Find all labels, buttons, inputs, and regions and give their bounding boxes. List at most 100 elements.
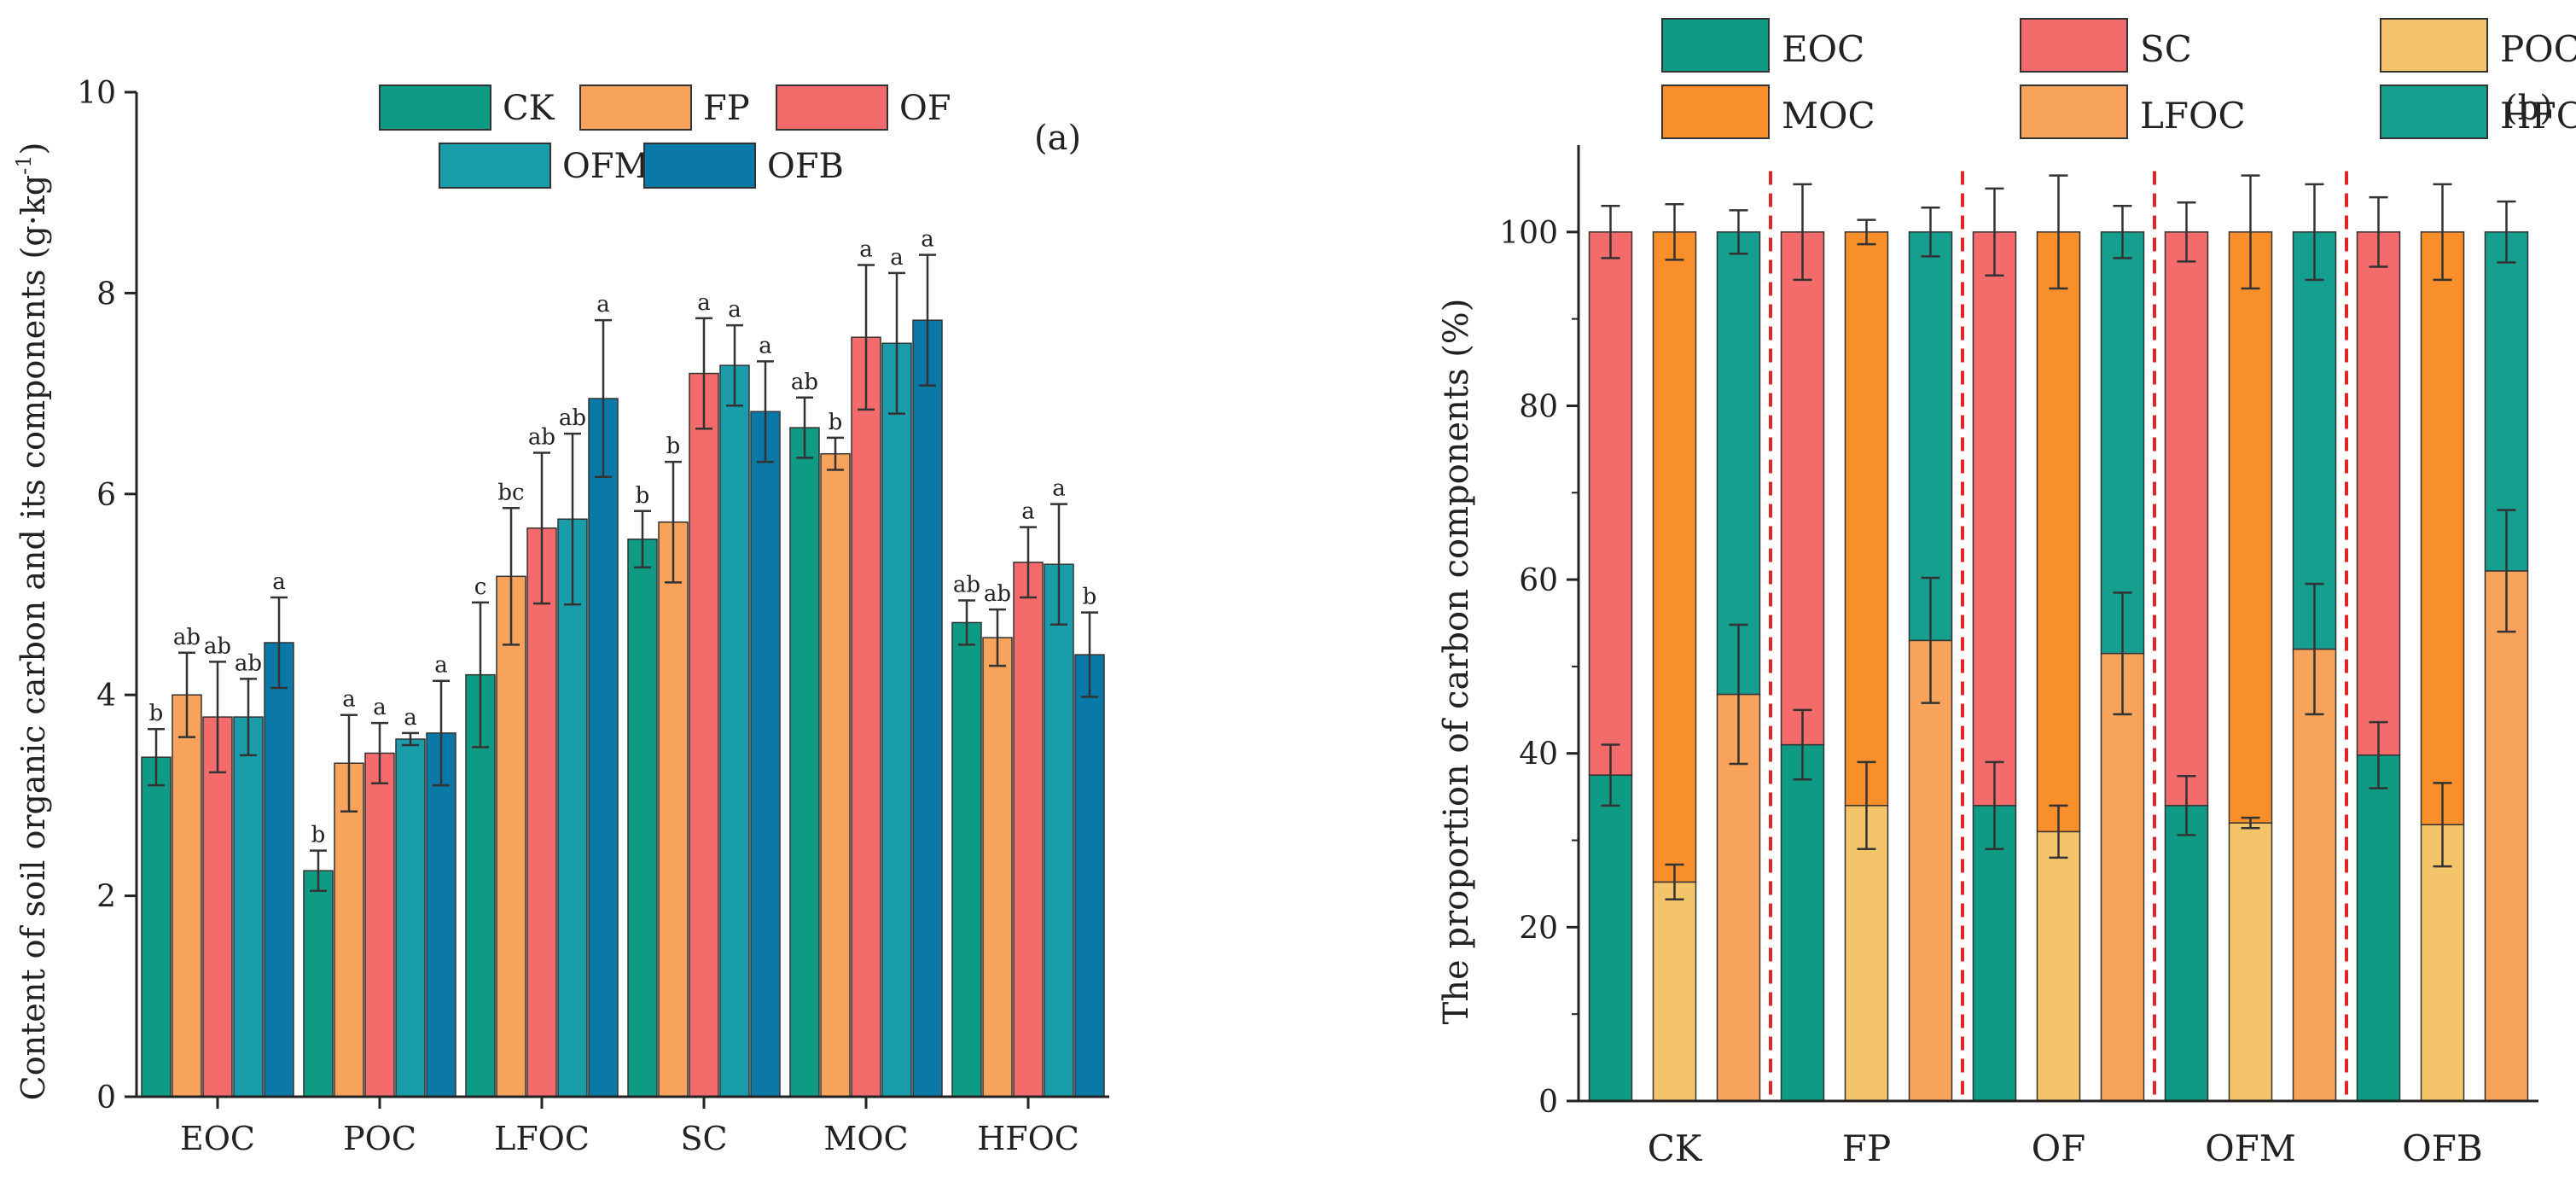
bar-poc-ofb <box>426 732 456 1098</box>
legend-label-ck: CK <box>503 89 555 128</box>
significance-letter: a <box>728 297 741 323</box>
panel-b-y-axis-label: The proportion of carbon components (%) <box>1437 299 1476 1025</box>
panel-a-y-tick-label: 10 <box>77 76 116 111</box>
significance-letter: ab <box>173 625 201 650</box>
bar-segment-ofb-lfoc <box>2484 570 2529 1102</box>
significance-letter: a <box>890 245 904 271</box>
significance-letter: a <box>404 705 417 731</box>
significance-letter: ab <box>984 581 1011 607</box>
panel-a-y-tick-label: 8 <box>96 277 116 312</box>
panel-a-y-tick-label: 0 <box>96 1081 116 1116</box>
bar-hfoc-ofb <box>1074 654 1105 1098</box>
bar-segment-of-sc <box>1972 231 2017 807</box>
panel-a-y-axis-label: Content of soil organic carbon and its c… <box>12 143 52 1101</box>
bar-eoc-of <box>202 716 233 1098</box>
bar-segment-ck-poc <box>1652 881 1697 1102</box>
significance-letter: b <box>311 823 326 848</box>
bar-hfoc-ck <box>951 621 982 1098</box>
panel-a-error-bars <box>148 253 1098 892</box>
bar-segment-of-eoc <box>1972 805 2017 1102</box>
legend-swatch-fp <box>579 84 692 131</box>
panel-a-x-tick-label: POC <box>343 1120 416 1157</box>
bar-poc-ofm <box>395 738 426 1098</box>
panel-a-x-ticks: EOC POC LFOC SC MOC HFOC <box>180 1097 1079 1157</box>
bar-segment-fp-poc <box>1844 805 1889 1102</box>
panel-a-y-ticks: 0 2 4 6 8 10 <box>77 76 137 1116</box>
panel-a-bars <box>141 319 1105 1098</box>
bar-poc-fp <box>334 762 364 1098</box>
significance-letter: ab <box>235 650 262 676</box>
bar-lfoc-ofm <box>557 518 588 1098</box>
bar-segment-fp-moc <box>1844 231 1889 807</box>
legend-swatch-moc <box>1661 84 1770 139</box>
bar-hfoc-of <box>1013 562 1044 1098</box>
significance-letter: ab <box>791 370 818 395</box>
significance-letter: a <box>596 292 610 317</box>
bar-segment-of-hfoc <box>2100 231 2145 655</box>
panel-a-label: (a) <box>1034 119 1081 158</box>
significance-letter: a <box>272 569 286 595</box>
significance-letter: a <box>759 333 772 358</box>
legend-label-sc: SC <box>2140 28 2192 70</box>
legend-label-ofm: OFM <box>562 147 649 186</box>
panel-b-label: (b) <box>2504 89 2553 128</box>
panel-a-y-tick-label: 4 <box>96 679 116 714</box>
significance-letter: b <box>666 434 681 459</box>
bar-sc-fp <box>658 521 689 1098</box>
bar-segment-ofm-moc <box>2228 231 2273 824</box>
panel-a-x-tick-label: SC <box>680 1120 727 1157</box>
bar-moc-fp <box>820 452 851 1098</box>
significance-letter: a <box>921 227 934 253</box>
panel-a-axes <box>135 92 1109 1098</box>
panel-b-x-tick-label: CK <box>1648 1127 1703 1169</box>
panel-b-x-tick-label: OF <box>2032 1127 2086 1169</box>
significance-letter: a <box>434 653 448 679</box>
legend-swatch-sc <box>2020 18 2128 73</box>
bar-sc-ck <box>627 539 658 1098</box>
legend-label-of: OF <box>899 89 951 128</box>
significance-letter: ab <box>953 573 980 598</box>
bar-segment-ofm-sc <box>2164 231 2209 807</box>
legend-label-eoc: EOC <box>1782 28 1864 70</box>
bar-eoc-ck <box>141 756 172 1098</box>
legend-label-fp: FP <box>703 89 750 128</box>
bar-hfoc-fp <box>982 637 1013 1098</box>
panel-b: 0 20 40 60 80 100 CK FP OF OFM OFB EOC SC POC MOC LFO… <box>1437 18 2576 1169</box>
legend-label-hfoc: HFOC <box>2500 95 2576 137</box>
bar-segment-ck-moc <box>1652 231 1697 883</box>
bar-segment-fp-lfoc <box>1908 639 1953 1102</box>
significance-letter: a <box>373 695 387 720</box>
significance-letter: b <box>1083 585 1097 610</box>
legend-swatch-ofb <box>643 143 756 189</box>
panel-b-error-bars <box>1601 174 2516 901</box>
panel-b-y-tick-label: 60 <box>1519 563 1558 598</box>
bar-moc-ofm <box>881 342 912 1098</box>
bar-segment-ofb-moc <box>2420 231 2465 825</box>
bar-hfoc-ofm <box>1044 563 1074 1098</box>
significance-letter: b <box>149 701 164 726</box>
panel-b-y-tick-label: 0 <box>1538 1085 1558 1120</box>
panel-b-x-tick-label: FP <box>1842 1127 1891 1169</box>
panel-b-y-tick-label: 40 <box>1519 737 1558 772</box>
legend-label-lfoc: LFOC <box>2140 95 2246 137</box>
panel-b-axes <box>1577 145 2538 1103</box>
bar-segment-ofb-eoc <box>2356 754 2401 1102</box>
bar-eoc-fp <box>172 694 202 1098</box>
significance-letter: a <box>1021 499 1035 525</box>
significance-letter: ab <box>528 425 555 451</box>
bar-moc-ck <box>789 427 820 1098</box>
bar-segment-ofb-sc <box>2356 231 2401 756</box>
bar-segment-of-lfoc <box>2100 652 2145 1102</box>
bar-segment-ck-sc <box>1588 231 1633 776</box>
panel-b-y-ticks: 0 20 40 60 80 100 <box>1499 216 1579 1120</box>
panel-b-bars <box>1588 231 2529 1102</box>
bar-sc-of <box>689 372 719 1098</box>
legend-swatch-of <box>776 84 888 131</box>
significance-letter: a <box>859 236 873 262</box>
bar-segment-ofm-poc <box>2228 822 2273 1102</box>
panel-b-x-tick-label: OFM <box>2205 1127 2296 1169</box>
bar-moc-of <box>851 336 881 1098</box>
legend-swatch-ofm <box>439 143 551 189</box>
